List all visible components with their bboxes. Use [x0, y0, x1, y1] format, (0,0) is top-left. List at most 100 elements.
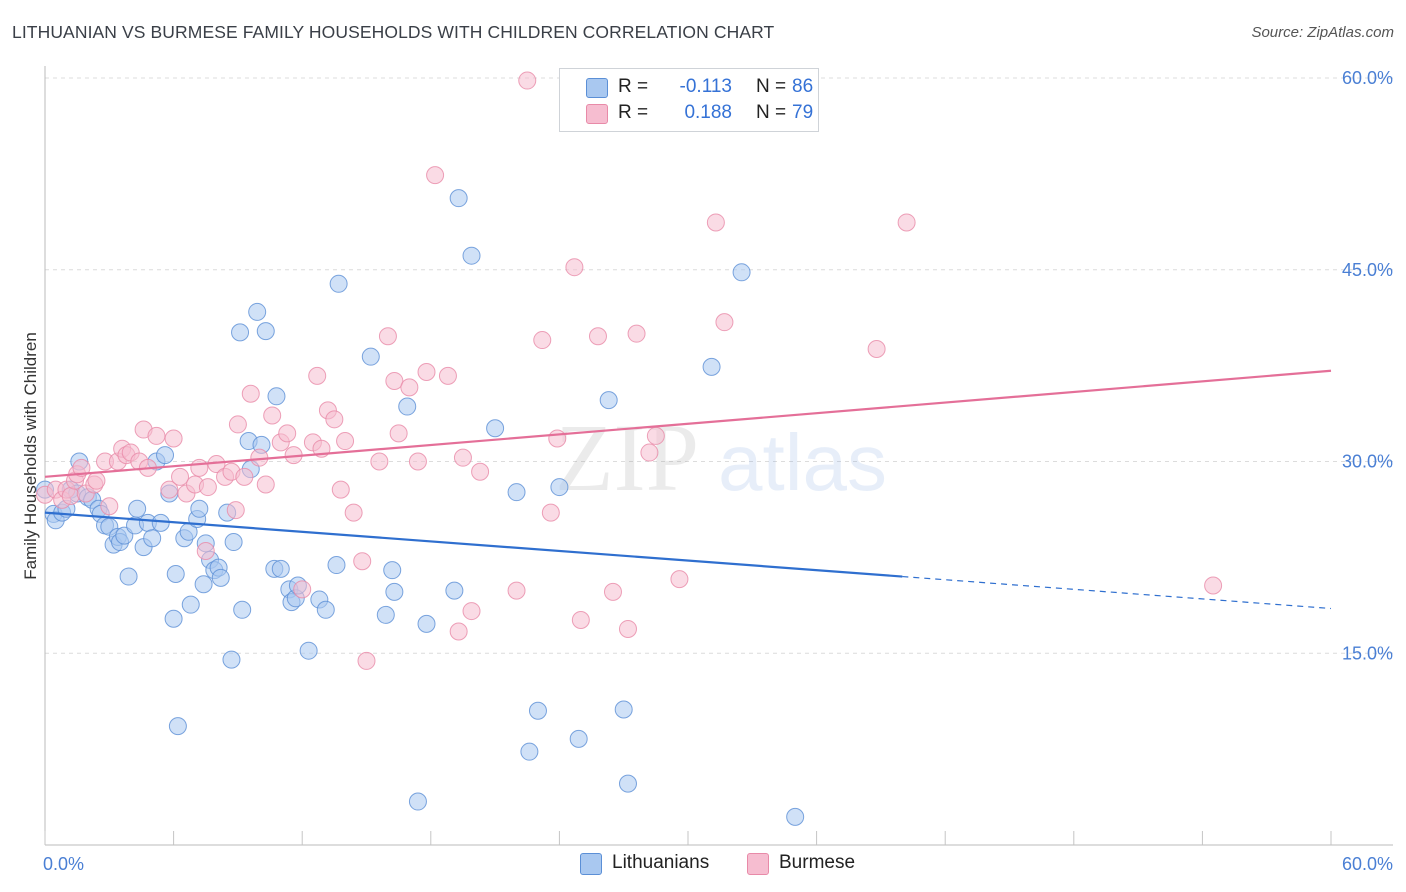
data-point: [507, 581, 526, 600]
data-point: [449, 622, 468, 641]
data-point: [417, 363, 436, 382]
data-point: [235, 467, 254, 486]
data-point: [168, 717, 187, 736]
data-point: [164, 609, 183, 628]
data-point: [222, 650, 241, 669]
data-point: [706, 213, 725, 232]
data-point: [190, 458, 209, 477]
data-point: [256, 475, 275, 494]
data-point: [640, 443, 659, 462]
data-point: [353, 552, 372, 571]
data-point: [400, 378, 419, 397]
data-point: [329, 274, 348, 293]
data-point: [614, 700, 633, 719]
data-point: [331, 480, 350, 499]
data-point: [166, 564, 185, 583]
data-point: [361, 347, 380, 366]
data-point: [702, 357, 721, 376]
data-point: [224, 533, 243, 552]
data-point: [267, 387, 286, 406]
data-point: [618, 774, 637, 793]
data-point: [344, 503, 363, 522]
data-point: [520, 742, 539, 761]
y-tick-label: 15.0%: [1342, 643, 1393, 663]
x-tick-label: 0.0%: [43, 854, 84, 874]
data-point: [518, 71, 537, 90]
y-tick-label: 30.0%: [1342, 452, 1393, 472]
data-point: [571, 611, 590, 630]
data-point: [550, 478, 569, 497]
data-point: [1204, 576, 1223, 595]
data-point: [147, 426, 166, 445]
data-point: [160, 480, 179, 499]
x-tick-label: 60.0%: [1342, 854, 1393, 874]
data-point: [278, 424, 297, 443]
watermark: ZIP atlas: [555, 404, 887, 511]
data-point: [190, 499, 209, 518]
data-point: [211, 568, 230, 587]
data-point: [271, 559, 290, 578]
data-point: [486, 419, 505, 438]
series-lithuanians: [36, 189, 805, 826]
data-point: [646, 426, 665, 445]
data-point: [453, 448, 472, 467]
data-point: [378, 327, 397, 346]
data-point: [445, 581, 464, 600]
watermark-zip: ZIP: [555, 404, 699, 511]
legend-label-lithuanians: Lithuanians: [612, 852, 710, 873]
watermark-atlas: atlas: [718, 418, 887, 507]
data-point: [156, 446, 175, 465]
data-point: [308, 366, 327, 385]
data-point: [171, 467, 190, 486]
data-point: [385, 582, 404, 601]
data-point: [548, 429, 567, 448]
legend-swatch-blue: [586, 78, 608, 98]
data-point: [327, 556, 346, 575]
data-point: [61, 487, 80, 506]
data-point: [507, 483, 526, 502]
data-point: [164, 429, 183, 448]
data-point: [385, 371, 404, 390]
legend-swatch-pink: [586, 104, 608, 124]
legend-swatch-pink: [747, 853, 769, 875]
data-point: [228, 415, 247, 434]
source-label: Source: ZipAtlas.com: [1251, 24, 1394, 41]
data-point: [438, 366, 457, 385]
data-point: [569, 729, 588, 748]
trend-line-lithuanians: [44, 511, 903, 578]
data-point: [226, 501, 245, 520]
data-point: [732, 263, 751, 282]
data-point: [231, 323, 250, 342]
trend-line-extension: [902, 575, 1332, 610]
legend-n-label: N =: [756, 76, 787, 97]
data-point: [233, 600, 252, 619]
y-axis-label: Family Households with Children: [21, 332, 40, 580]
data-point: [786, 807, 805, 826]
data-point: [336, 432, 355, 451]
data-point: [383, 561, 402, 580]
data-point: [408, 452, 427, 471]
data-point: [299, 641, 318, 660]
data-point: [181, 595, 200, 614]
data-point: [897, 213, 916, 232]
data-point: [533, 331, 552, 350]
axes: [44, 66, 1393, 846]
data-point: [462, 602, 481, 621]
data-point: [670, 570, 689, 589]
data-point: [198, 478, 217, 497]
data-point: [618, 619, 637, 638]
data-point: [316, 600, 335, 619]
data-point: [715, 313, 734, 332]
data-point: [449, 189, 468, 208]
tick-labels: 15.0% 30.0% 45.0% 60.0% 0.0% 60.0%: [43, 68, 1393, 874]
data-point: [357, 651, 376, 670]
data-point: [867, 340, 886, 359]
chart-title: LITHUANIAN VS BURMESE FAMILY HOUSEHOLDS …: [12, 22, 775, 42]
data-point: [151, 513, 170, 532]
series-burmese: [36, 71, 1223, 670]
trend-line-burmese: [44, 369, 1332, 478]
data-point: [87, 471, 106, 490]
data-point: [194, 575, 213, 594]
legend-swatch-blue: [580, 853, 602, 875]
